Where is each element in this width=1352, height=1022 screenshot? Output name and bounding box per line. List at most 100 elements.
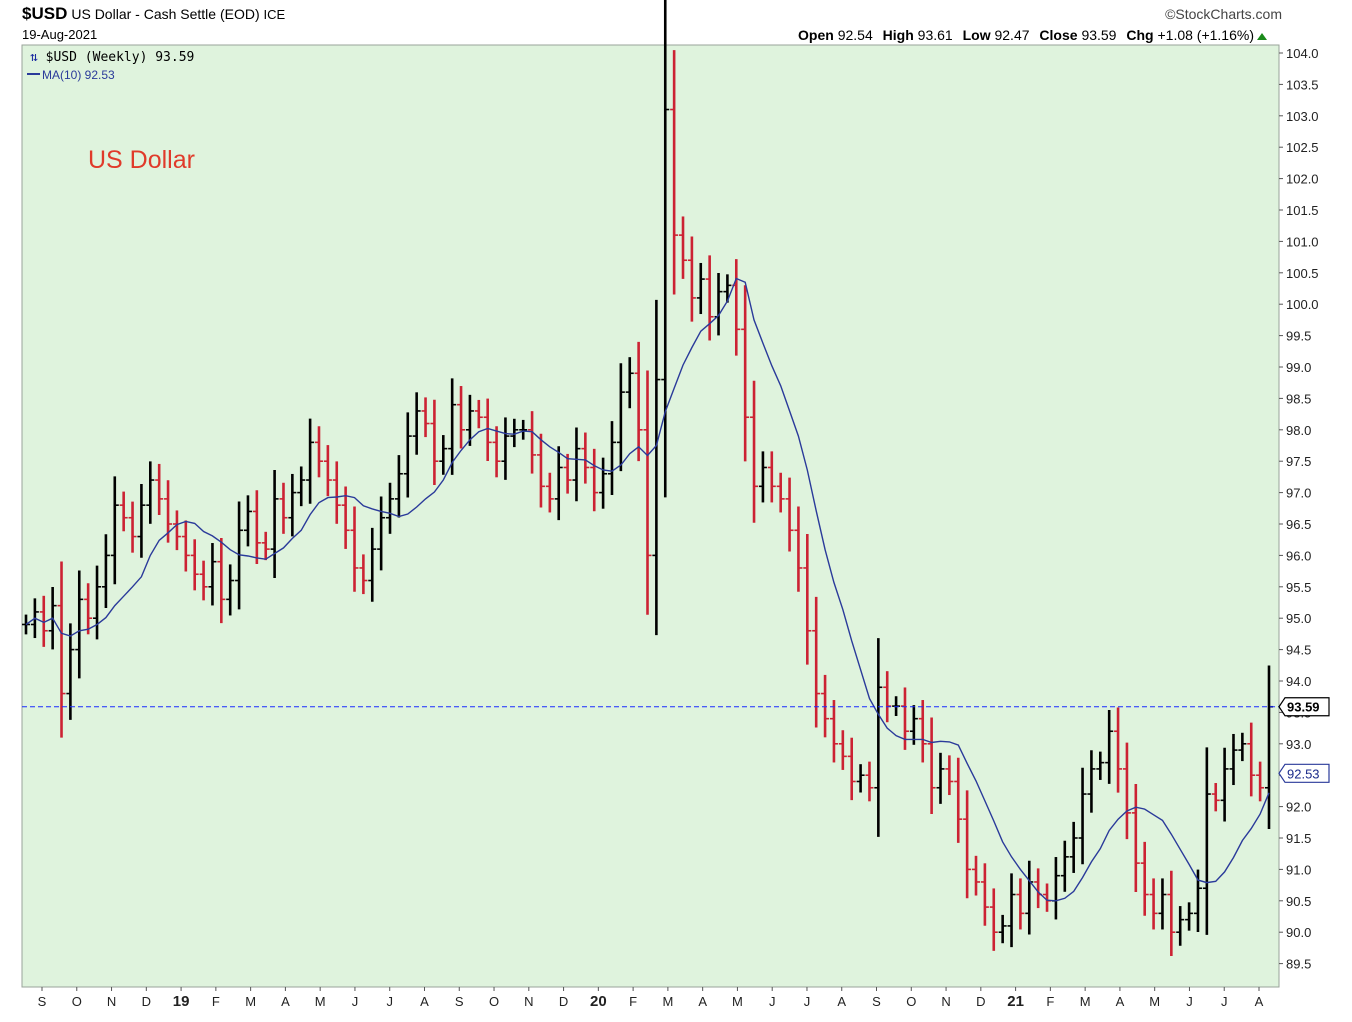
x-axis: S O N D 19 F M A M J J A S O N D 20 F M A M J J A S O N D 21 F M A M J J A [38,987,1264,1010]
chart-symbol: $USD US Dollar - Cash Settle (EOD) ICE [22,4,286,23]
ohlc-bar [998,914,1007,944]
svg-text:93.59: 93.59 [1287,700,1320,715]
ohlc-bar [643,370,652,615]
ohlc-bar [963,790,972,899]
x-tick-label: O [489,994,499,1009]
ohlc-bar [57,561,66,738]
ohlc-bar [323,445,332,497]
y-axis: 89.590.090.591.091.592.092.593.093.594.0… [1278,46,1330,972]
ohlc-bar [465,394,474,446]
legend-series: ⇅ $USD (Weekly) 93.59 [30,50,194,65]
up-arrow-icon [1257,33,1267,40]
x-tick-label: 21 [1007,993,1024,1010]
y-tick-label: 104.0 [1286,46,1319,61]
ohlc-bar [723,274,732,303]
ohlc-bar [625,357,634,409]
ohlc-bar [1247,722,1256,797]
ohlc-bar [297,466,306,507]
x-tick-label: F [1046,994,1054,1009]
ohlc-bar [66,623,75,720]
y-tick-label: 90.0 [1286,925,1311,940]
x-tick-label: A [281,994,290,1009]
ohlc-bar [341,486,350,549]
x-tick-label: J [386,994,393,1009]
chart-description: US Dollar - Cash Settle (EOD) ICE [71,6,286,22]
ohlc-bar [1238,732,1247,762]
ohlc-bar [1069,821,1078,873]
y-tick-label: 95.5 [1286,580,1311,595]
x-tick-label: A [1116,994,1125,1009]
ohlc-bar [989,888,998,951]
ohlc-bar [829,700,838,763]
y-tick-label: 92.0 [1286,800,1311,815]
x-tick-label: F [629,994,637,1009]
ohlc-bar [554,446,563,521]
ohlc-bar [137,483,146,558]
ohlc-bar [794,506,803,592]
ohlc-bar [1158,878,1167,930]
x-tick-label: M [732,994,743,1009]
x-tick-label: M [662,994,673,1009]
ohlc-bar [439,435,448,475]
y-tick-label: 99.5 [1286,329,1311,344]
y-tick-label: 103.5 [1286,77,1319,92]
ohlc-bar [1131,784,1140,892]
ohlc-bar [288,473,297,537]
ohlc-bar [1105,710,1114,784]
ohlc-bar [1176,906,1185,946]
ohlc-bar [1114,707,1123,793]
x-tick-label: O [906,994,916,1009]
ohlc-bar [679,216,688,279]
ohlc-bar [306,418,315,504]
ohlc-bar [1007,873,1016,948]
ohlc-bar [1211,783,1220,812]
x-tick-label: M [245,994,256,1009]
ohlc-bar [93,565,102,640]
x-tick-label: N [941,994,950,1009]
ohlc-bar [243,495,252,547]
ohlc-bar [821,674,830,738]
ohlc-bar [599,457,608,509]
y-tick-label: 102.5 [1286,140,1319,155]
ohlc-bar [980,863,989,926]
y-tick-label: 96.0 [1286,548,1311,563]
x-tick-label: M [1149,994,1160,1009]
ohlc-bar [607,421,616,495]
x-tick-label: O [72,994,82,1009]
x-tick-label: N [524,994,533,1009]
ohlc-bar [936,752,945,804]
ohlc-bar [767,451,776,503]
ohlc-bar [412,392,421,455]
legend-ma: MA(10) 92.53 [42,68,115,82]
ohlc-bar [670,50,679,295]
ohlc-bar [856,764,865,793]
ohlc-bar [155,463,164,515]
ohlc-bar [350,506,359,592]
svg-text:92.53: 92.53 [1287,766,1320,781]
ohlc-bar [705,255,714,341]
ohlc-bar [1078,767,1087,865]
ohlc-bar [39,595,48,647]
ohlc-bar [909,705,918,745]
ohlc-bar [279,482,288,534]
ohlc-bar [652,299,661,636]
ohlc-bar [101,534,110,608]
ohlc-bar [128,501,137,553]
ohlc-bar [1202,747,1211,935]
ohlc-bar [1149,878,1158,930]
ohlc-bar [217,537,226,624]
x-tick-label: A [837,994,846,1009]
ohlc-bar [483,398,492,462]
ohlc-bar [421,397,430,438]
ohlc-bar [403,412,412,498]
ohlc-bar [172,510,181,551]
ohlc-bar [386,482,395,534]
ohlc-bar [696,262,705,315]
x-tick-label: F [212,994,220,1009]
ohlc-bar [847,737,856,801]
last-price-tag: 93.59 [1278,697,1330,717]
x-tick-label: S [455,994,464,1009]
y-tick-label: 101.0 [1286,234,1319,249]
ohlc-bar [687,236,696,322]
ohlc-bar [519,419,528,440]
